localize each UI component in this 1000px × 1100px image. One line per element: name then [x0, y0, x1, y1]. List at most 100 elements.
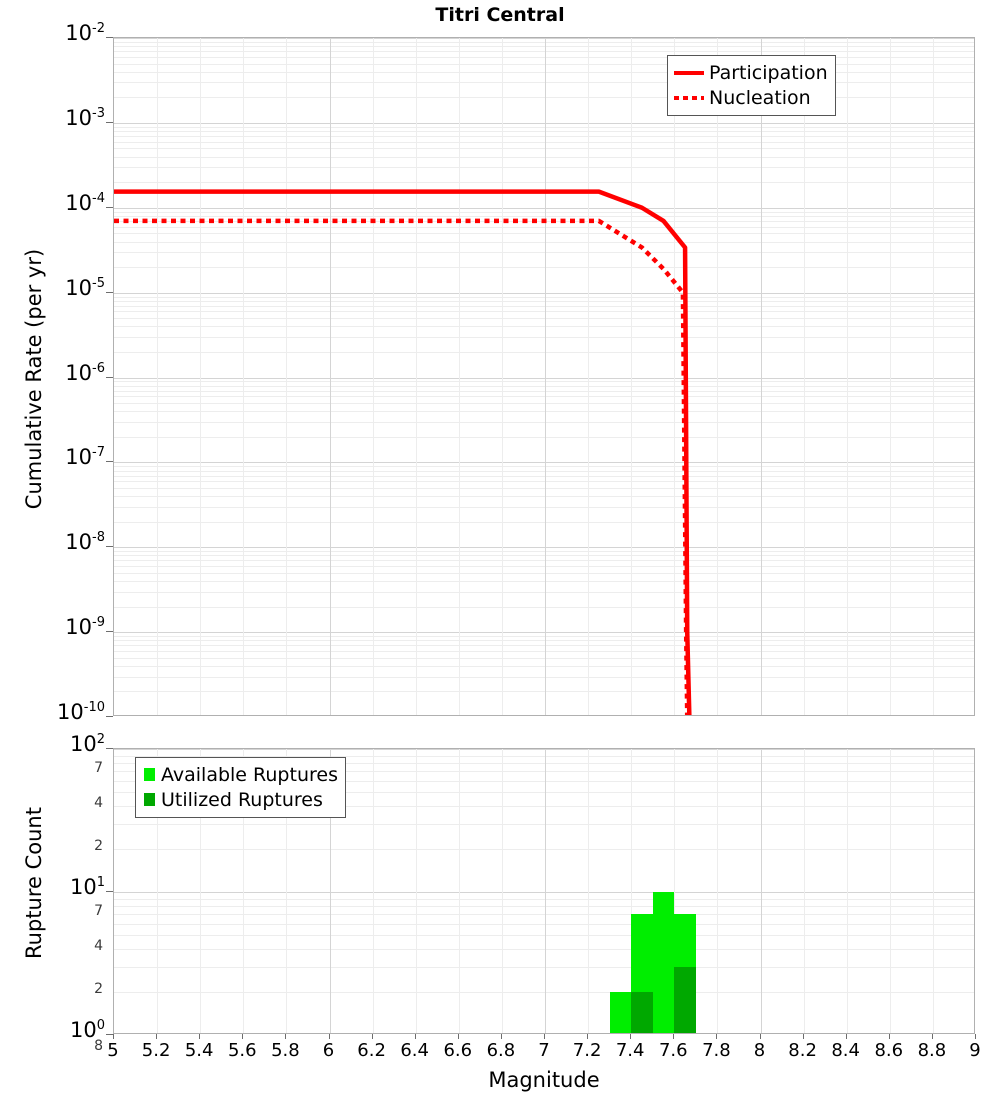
- x-tick-mark: [285, 1034, 286, 1039]
- cumulative-rate-plot-area: [113, 37, 975, 716]
- grid-line-minor-h: [114, 391, 974, 392]
- grid-line-v: [933, 38, 934, 715]
- grid-line-minor-h: [114, 142, 974, 143]
- grid-line-v: [890, 749, 891, 1033]
- grid-line-minor-h: [114, 227, 974, 228]
- grid-line-v: [157, 38, 158, 715]
- x-tick-label: 8.8: [917, 1040, 947, 1061]
- x-tick-label: 5: [107, 1040, 119, 1061]
- x-tick-mark: [501, 1034, 502, 1039]
- y-tick-label: 10-6: [65, 360, 105, 385]
- grid-line-minor-h: [114, 51, 974, 52]
- y-tick-label: 10-10: [57, 700, 105, 724]
- y-tick-label: 10-3: [65, 105, 105, 130]
- grid-line-v: [588, 749, 589, 1033]
- legend-label-participation: Participation: [709, 61, 828, 84]
- grid-line-minor-h: [114, 97, 974, 98]
- grid-line-minor-h: [114, 352, 974, 353]
- x-tick-mark: [846, 1034, 847, 1039]
- grid-line-minor-h: [114, 666, 974, 667]
- grid-line-minor-h: [114, 297, 974, 298]
- grid-line-v: [674, 38, 675, 715]
- grid-line-minor-h: [114, 64, 974, 65]
- series-line-participation: [114, 189, 692, 715]
- x-tick-label: 6.8: [486, 1040, 516, 1061]
- y-minor-tick-label: 4: [94, 794, 103, 811]
- x-tick-label: 7.6: [658, 1040, 688, 1061]
- grid-line-minor-h: [114, 306, 974, 307]
- y-minor-tick-label: 7: [94, 760, 103, 777]
- legend-item-participation[interactable]: Participation: [674, 60, 828, 85]
- grid-line-minor-h: [114, 691, 974, 692]
- grid-line-v: [373, 749, 374, 1033]
- grid-line-v: [717, 749, 718, 1033]
- grid-line-minor-h: [114, 551, 974, 552]
- grid-line-minor-h: [114, 167, 974, 168]
- y-tick-mark: [106, 292, 113, 293]
- grid-line-minor-h: [114, 127, 974, 128]
- y-tick-label: 102: [69, 732, 105, 756]
- grid-line-v: [502, 38, 503, 715]
- x-tick-label: 6.6: [443, 1040, 473, 1061]
- grid-line-minor-h: [114, 607, 974, 608]
- grid-line-minor-h: [114, 581, 974, 582]
- grid-line-v: [761, 749, 762, 1033]
- grid-line-major-h: [114, 208, 974, 209]
- grid-line-minor-h: [114, 566, 974, 567]
- x-tick-mark: [760, 1034, 761, 1039]
- grid-line-minor-h: [114, 792, 974, 793]
- grid-line-minor-h: [114, 636, 974, 637]
- grid-line-minor-h: [114, 136, 974, 137]
- grid-line-v: [330, 749, 331, 1033]
- grid-line-minor-h: [114, 82, 974, 83]
- grid-line-minor-h: [114, 949, 974, 950]
- grid-line-v: [933, 749, 934, 1033]
- grid-line-v: [631, 38, 632, 715]
- y-minor-tick-label: 2: [94, 980, 103, 997]
- grid-line-v: [804, 749, 805, 1033]
- grid-line-minor-h: [114, 242, 974, 243]
- grid-line-v: [459, 749, 460, 1033]
- grid-line-v: [717, 38, 718, 715]
- x-tick-mark: [932, 1034, 933, 1039]
- legend-item-utilized-ruptures[interactable]: Utilized Ruptures: [142, 787, 338, 812]
- x-tick-label: 7.4: [615, 1040, 645, 1061]
- grid-line-minor-h: [114, 57, 974, 58]
- grid-line-minor-h: [114, 899, 974, 900]
- grid-line-major-h: [114, 462, 974, 463]
- grid-line-v: [847, 38, 848, 715]
- x-tick-label: 5.6: [227, 1040, 257, 1061]
- x-tick-label: 9: [969, 1040, 981, 1061]
- grid-line-major-h: [114, 38, 974, 39]
- x-tick-label: 8.6: [874, 1040, 904, 1061]
- grid-line-minor-h: [114, 318, 974, 319]
- x-tick-label: 5.2: [141, 1040, 171, 1061]
- y-tick-mark: [106, 377, 113, 378]
- grid-line-minor-h: [114, 481, 974, 482]
- legend-item-available-ruptures[interactable]: Available Ruptures: [142, 762, 338, 787]
- bar-available-ruptures: [609, 991, 632, 1033]
- bar-utilized-ruptures: [631, 991, 653, 1033]
- legend-item-nucleation[interactable]: Nucleation: [674, 85, 828, 110]
- x-tick-label: 8: [753, 1040, 766, 1061]
- x-tick-label: 6.2: [357, 1040, 386, 1061]
- grid-line-minor-h: [114, 824, 974, 825]
- grid-line-minor-h: [114, 935, 974, 936]
- grid-line-v: [157, 749, 158, 1033]
- grid-line-minor-h: [114, 560, 974, 561]
- y-tick-mark: [106, 37, 113, 38]
- grid-line-minor-h: [114, 148, 974, 149]
- grid-line-minor-h: [114, 403, 974, 404]
- grid-line-minor-h: [114, 182, 974, 183]
- grid-line-minor-h: [114, 216, 974, 217]
- grid-line-v: [631, 749, 632, 1033]
- grid-line-minor-h: [114, 967, 974, 968]
- grid-line-v: [243, 749, 244, 1033]
- x-tick-mark: [716, 1034, 717, 1039]
- grid-line-minor-h: [114, 573, 974, 574]
- bar-utilized-ruptures: [674, 966, 696, 1033]
- x-axis-label: Magnitude: [488, 1068, 600, 1092]
- grid-line-minor-h: [114, 763, 974, 764]
- top-y-axis-label: Cumulative Rate (per yr): [22, 248, 46, 510]
- x-tick-mark: [673, 1034, 674, 1039]
